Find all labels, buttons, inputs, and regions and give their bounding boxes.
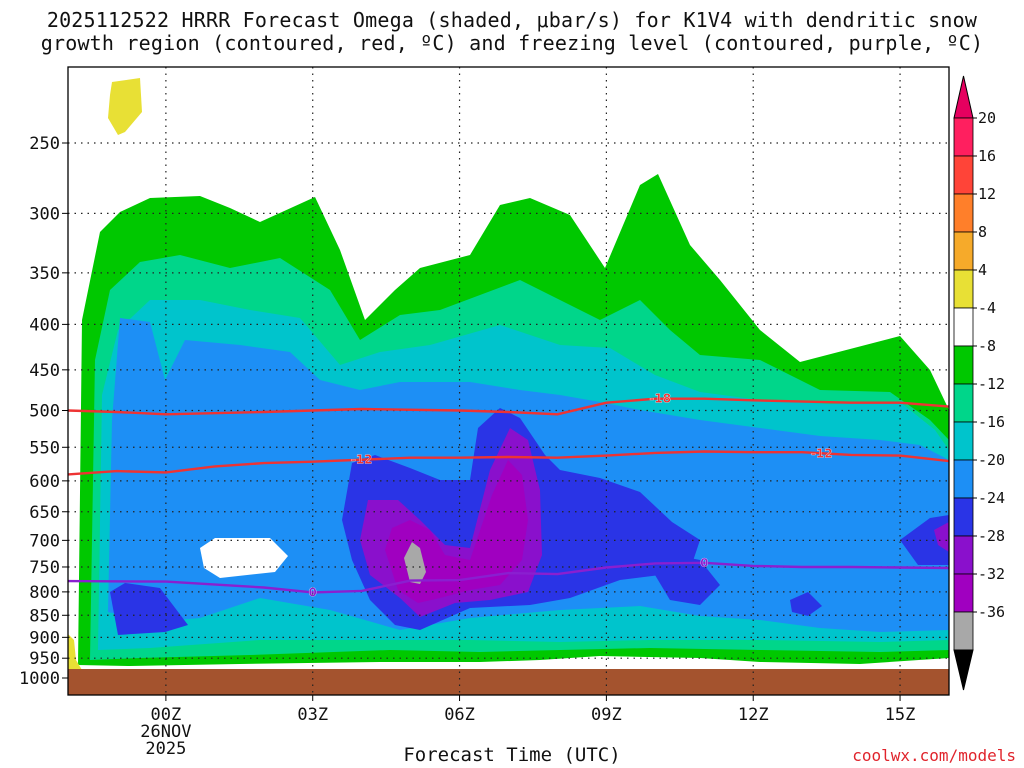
contour-line-0 bbox=[67, 397, 950, 416]
contour-label-minus18-0: -18 bbox=[649, 392, 671, 406]
y-axis-ticks: 2503003504004505005506006507007508008509… bbox=[19, 134, 68, 689]
colorbar-swatch-5 bbox=[953, 307, 974, 347]
colorbar-swatch-4 bbox=[953, 269, 974, 309]
colorbar-label-1: 16 bbox=[978, 147, 996, 165]
colorbar-label-12: -32 bbox=[978, 565, 1005, 583]
colorbar-label-7: -12 bbox=[978, 375, 1005, 393]
y-tick-label-700: 700 bbox=[29, 531, 60, 551]
colorbar-swatch-8 bbox=[953, 421, 974, 461]
colorbar-swatch-2 bbox=[953, 193, 974, 233]
contour-label-0-0: 0 bbox=[309, 585, 317, 599]
shade-plus4-top bbox=[108, 78, 142, 135]
colorbar-swatch-11 bbox=[953, 535, 974, 575]
colorbar-swatch-3 bbox=[953, 231, 974, 271]
contour-line-1 bbox=[67, 450, 950, 476]
x-tick-label-00Z: 00Z bbox=[151, 705, 182, 725]
colorbar-label-11: -28 bbox=[978, 527, 1005, 545]
y-tick-label-800: 800 bbox=[29, 583, 60, 603]
x-tick-label-09Z: 09Z bbox=[591, 705, 622, 725]
x-tick-year: 2025 bbox=[145, 739, 186, 759]
shade-weak-white bbox=[200, 538, 288, 578]
omega-colorbar: 20 16 12 8 4 -4 -8 -12 -16 -20 -24 -28 -32 -36 bbox=[953, 75, 1005, 691]
colorbar-swatch-13 bbox=[953, 611, 974, 651]
y-tick-label-250: 250 bbox=[29, 134, 60, 154]
y-tick-label-300: 300 bbox=[29, 204, 60, 224]
contour-label-0-1: 0 bbox=[700, 556, 708, 570]
y-tick-label-450: 450 bbox=[29, 361, 60, 381]
chart-title-line-2: growth region (contoured, red, ºC) and f… bbox=[40, 31, 984, 55]
colorbar-label-8: -16 bbox=[978, 413, 1005, 431]
contour-line-2 bbox=[67, 561, 950, 594]
contour-label-minus12-1: -12 bbox=[811, 446, 833, 460]
y-tick-label-600: 600 bbox=[29, 472, 60, 492]
colorbar-swatch-0 bbox=[953, 117, 974, 157]
y-tick-label-350: 350 bbox=[29, 264, 60, 284]
x-tick-label-03Z: 03Z bbox=[297, 705, 328, 725]
colorbar-swatch-10 bbox=[953, 497, 974, 537]
contour-label-minus12-0: -12 bbox=[351, 453, 373, 467]
y-tick-label-400: 400 bbox=[29, 315, 60, 335]
colorbar-top-arrow bbox=[953, 75, 974, 119]
colorbar-label-6: -8 bbox=[978, 337, 996, 355]
colorbar-bottom-arrow bbox=[953, 649, 974, 691]
credit-text: coolwx.com/models bbox=[852, 746, 1016, 765]
y-tick-label-950: 950 bbox=[29, 649, 60, 669]
y-tick-label-650: 650 bbox=[29, 503, 60, 523]
plot-frame bbox=[67, 66, 950, 696]
x-tick-date: 26NOV bbox=[140, 722, 191, 742]
x-tick-label-12Z: 12Z bbox=[738, 705, 769, 725]
colorbar-swatch-7 bbox=[953, 383, 974, 423]
y-tick-label-550: 550 bbox=[29, 438, 60, 458]
x-tick-label-15Z: 15Z bbox=[885, 705, 916, 725]
omega-shading bbox=[68, 67, 949, 695]
colorbar-swatch-12 bbox=[953, 573, 974, 613]
x-axis-label: Forecast Time (UTC) bbox=[403, 744, 621, 766]
colorbar-swatch-6 bbox=[953, 345, 974, 385]
colorbar-label-13: -36 bbox=[978, 603, 1005, 621]
colorbar-swatch-9 bbox=[953, 459, 974, 499]
y-tick-label-750: 750 bbox=[29, 558, 60, 578]
colorbar-swatch-1 bbox=[953, 155, 974, 195]
colorbar-label-4: 4 bbox=[978, 261, 987, 279]
y-tick-label-1000: 1000 bbox=[19, 669, 60, 689]
colorbar-label-10: -24 bbox=[978, 489, 1005, 507]
chart-grid bbox=[68, 67, 949, 695]
colorbar-label-3: 8 bbox=[978, 223, 987, 241]
y-tick-label-900: 900 bbox=[29, 628, 60, 648]
colorbar-label-9: -20 bbox=[978, 451, 1005, 469]
ground-strip bbox=[68, 669, 949, 695]
colorbar-label-2: 12 bbox=[978, 185, 996, 203]
x-tick-label-06Z: 06Z bbox=[444, 705, 475, 725]
chart-title-line-1: 2025112522 HRRR Forecast Omega (shaded, … bbox=[46, 8, 978, 32]
y-tick-label-500: 500 bbox=[29, 402, 60, 422]
shade-minus32 bbox=[404, 542, 426, 584]
y-tick-label-850: 850 bbox=[29, 606, 60, 626]
colorbar-label-5: -4 bbox=[978, 299, 996, 317]
colorbar-label-0: 20 bbox=[978, 109, 996, 127]
chart-contours: -18 -12 -12 0 0 bbox=[67, 392, 950, 600]
